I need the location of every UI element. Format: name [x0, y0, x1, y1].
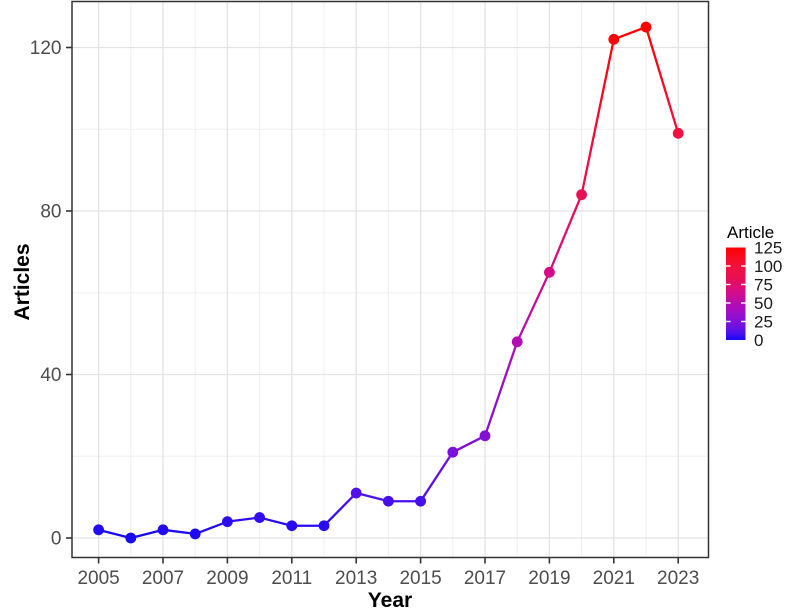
y-tick-label-80: 80	[40, 202, 61, 223]
data-point-2013	[350, 487, 362, 499]
x-tick-label-2015: 2015	[399, 568, 441, 589]
x-tick-label-2013: 2013	[335, 568, 377, 589]
data-point-2007	[157, 524, 169, 536]
x-tick-label-2023: 2023	[657, 568, 699, 589]
legend-tick-mark	[741, 302, 746, 304]
trend-line-segment	[355, 491, 389, 503]
legend-tick-mark	[741, 283, 746, 286]
x-tick-label-2017: 2017	[464, 568, 506, 589]
x-tick-label-2019: 2019	[528, 568, 570, 589]
trend-line-segment	[323, 492, 358, 527]
legend-tick-label-125: 125	[754, 238, 782, 257]
data-point-2019	[544, 266, 555, 278]
trend-line-segment	[162, 528, 196, 536]
data-point-2014	[383, 495, 394, 507]
data-point-2022	[640, 21, 652, 33]
legend-gradient-bar	[726, 247, 746, 340]
x-axis-ticks: 2005 2007 2009 2011 2013 2015 2017 2019 2021 2023	[77, 557, 699, 589]
y-tick-label-0: 0	[51, 529, 62, 550]
legend-title: Article	[727, 223, 775, 242]
data-point-2010	[254, 512, 265, 523]
legend-tick-mark	[726, 320, 731, 323]
data-point-2017	[479, 430, 491, 442]
y-tick-label-40: 40	[40, 365, 61, 386]
trend-line-segment	[98, 528, 132, 540]
grid-minor	[72, 1, 709, 558]
legend-tick-label-100: 100	[754, 257, 782, 276]
data-point-2018	[511, 336, 523, 348]
x-tick-label-2021: 2021	[593, 568, 635, 589]
x-tick-label-2009: 2009	[206, 568, 248, 589]
data-points	[93, 21, 684, 544]
panel-border	[71, 0, 710, 559]
trend-line-segment	[516, 271, 551, 343]
trend-line-segment	[130, 528, 164, 540]
legend-tick-label-50: 50	[754, 294, 773, 313]
trend-line-segment	[452, 434, 486, 454]
data-point-2012	[318, 520, 330, 532]
data-point-2023	[672, 127, 684, 139]
data-point-2009	[222, 516, 233, 528]
data-point-2015	[415, 495, 426, 507]
trend-line-segment	[419, 451, 454, 502]
x-tick-label-2011: 2011	[271, 568, 312, 589]
legend-tick-label-0: 0	[754, 331, 763, 350]
trend-line-segment	[644, 26, 680, 134]
grid-major	[72, 1, 709, 558]
data-point-2005	[93, 524, 104, 536]
trend-line-segment	[613, 25, 647, 41]
trend-line-segment	[548, 194, 583, 273]
y-tick-label-120: 120	[30, 38, 62, 59]
trend-line-segment	[227, 516, 260, 523]
legend-tick-mark	[741, 265, 746, 267]
x-tick-label-2005: 2005	[77, 568, 119, 589]
data-point-2008	[189, 528, 201, 540]
data-point-2006	[125, 532, 137, 544]
data-point-2011	[286, 520, 298, 532]
legend-tick-mark	[726, 283, 731, 286]
x-tick-label-2007: 2007	[142, 568, 184, 589]
data-point-2016	[447, 446, 459, 458]
legend-tick-mark	[726, 265, 731, 267]
y-axis-title: Articles	[11, 243, 34, 321]
legend-tick-label-75: 75	[754, 275, 773, 294]
data-point-2020	[576, 189, 587, 201]
trend-line-segment	[194, 520, 228, 535]
trend-line-segment	[483, 341, 519, 437]
data-point-2021	[608, 33, 620, 45]
legend-tick-mark	[741, 320, 746, 323]
trend-line-segment	[580, 39, 615, 195]
plot-panel	[72, 1, 709, 558]
y-axis-ticks: 0 40 80 120	[30, 38, 72, 550]
legend-tick-label-25: 25	[754, 312, 773, 331]
legend-tick-mark	[726, 302, 731, 304]
x-axis-title: Year	[367, 589, 413, 612]
trend-line-segment	[259, 516, 293, 527]
